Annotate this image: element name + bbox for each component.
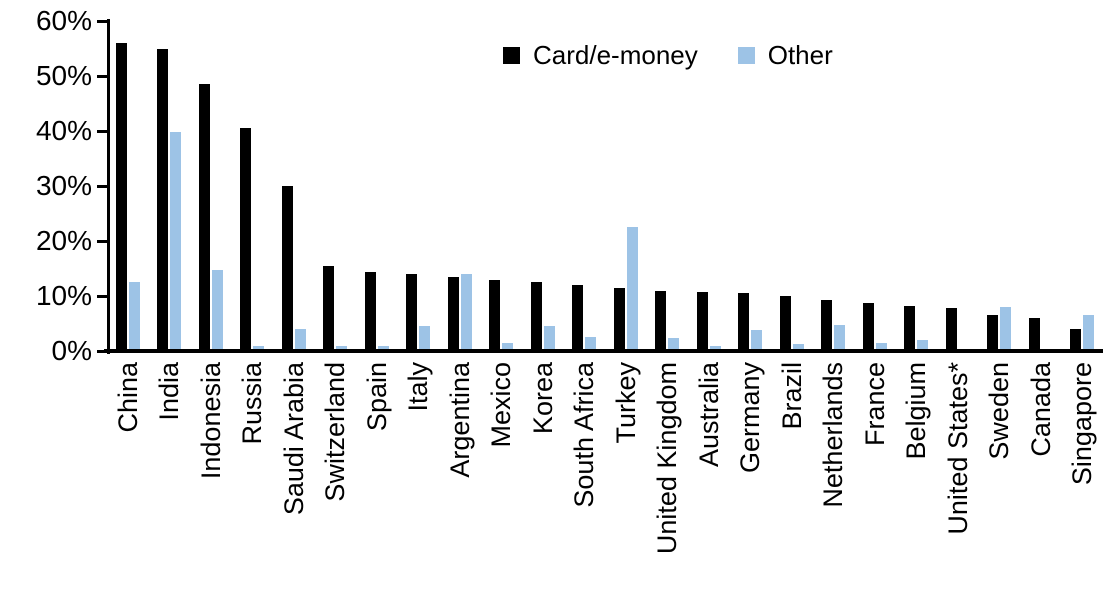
bar-other (876, 342, 887, 351)
x-axis-label-text: Belgium (901, 362, 932, 460)
bar-card-emoney (697, 292, 708, 351)
legend: Card/e-money Other (503, 42, 833, 68)
x-axis-label-text: Spain (361, 362, 392, 432)
bar-other (668, 337, 679, 351)
bar-card-emoney (655, 290, 666, 351)
bar-card-emoney (863, 303, 874, 351)
bar-card-emoney (406, 274, 417, 351)
bar-card-emoney (572, 285, 583, 351)
bar-other (129, 282, 140, 351)
bar-other (170, 132, 181, 351)
bar-card-emoney (904, 305, 915, 351)
bar-card-emoney (531, 282, 542, 351)
x-axis-label-text: Italy (403, 362, 434, 412)
x-axis-label-text: Sweden (984, 362, 1015, 460)
y-axis-tick (97, 294, 107, 298)
bar-card-emoney (240, 128, 251, 351)
legend-swatch-icon (737, 46, 755, 64)
y-axis-tick-label: 40% (35, 115, 92, 146)
bar-card-emoney (987, 315, 998, 351)
legend-item-card-emoney: Card/e-money (503, 42, 698, 68)
bar-other (1000, 307, 1011, 351)
bar-card-emoney (1070, 329, 1081, 351)
x-axis-label-text: Germany (735, 362, 766, 474)
bar-card-emoney (448, 276, 459, 351)
bar-other (419, 326, 430, 351)
x-axis-label-text: Canada (1025, 362, 1056, 457)
x-axis-label-text: Switzerland (320, 362, 351, 502)
bar-card-emoney (946, 307, 957, 351)
bar-other (834, 324, 845, 351)
legend-label: Card/e-money (533, 40, 698, 70)
bar-card-emoney (116, 43, 127, 351)
x-axis-label-text: Netherlands (818, 362, 849, 508)
bar-other (793, 344, 804, 351)
bar-other (502, 342, 513, 351)
x-axis-label-text: United States* (942, 362, 973, 535)
y-axis-tick (97, 349, 107, 353)
bar-card-emoney (821, 300, 832, 351)
bar-card-emoney (489, 279, 500, 351)
y-axis-tick-label: 20% (35, 225, 92, 256)
x-axis-label-text: Korea (527, 362, 558, 435)
bar-other (378, 345, 389, 351)
x-axis-label-text: Argentina (444, 362, 475, 478)
bar-other (1083, 314, 1094, 351)
x-axis-label-text: Brazil (776, 362, 807, 430)
y-axis-tick (97, 129, 107, 133)
y-axis-tick-label: 60% (35, 5, 92, 36)
bar-other (751, 329, 762, 351)
bar-card-emoney (1029, 318, 1040, 351)
bar-other (627, 226, 638, 351)
x-axis-label-text: United Kingdom (652, 362, 683, 555)
bar-other (710, 345, 721, 351)
bar-other (253, 345, 264, 351)
bar-card-emoney (614, 287, 625, 351)
y-axis-tick (97, 184, 107, 188)
x-axis-label-text: Saudi Arabia (278, 362, 309, 516)
x-axis-line (104, 349, 1103, 353)
y-axis-tick (97, 239, 107, 243)
legend-swatch-icon (503, 46, 520, 64)
x-axis-label-text: South Africa (569, 362, 600, 508)
bar-card-emoney (780, 296, 791, 351)
bar-card-emoney (157, 48, 168, 351)
bar-card-emoney (199, 84, 210, 351)
x-axis-label-text: Singapore (1067, 362, 1098, 486)
y-axis-tick-label: 30% (35, 170, 92, 201)
bar-other (212, 270, 223, 351)
x-axis-label-text: Australia (693, 362, 724, 468)
bar-card-emoney (282, 186, 293, 351)
bar-card-emoney (323, 265, 334, 351)
bar-other (544, 325, 555, 351)
legend-label: Other (767, 40, 833, 70)
x-axis-label-text: Russia (237, 362, 268, 445)
y-axis-tick (97, 74, 107, 78)
bar-other (917, 340, 928, 351)
bar-other (295, 329, 306, 351)
x-axis-label-text: Turkey (610, 362, 641, 444)
bar-card-emoney (738, 293, 749, 351)
y-axis-tick-label: 50% (35, 60, 92, 91)
x-axis-label-text: Indonesia (195, 362, 226, 480)
bar-other (461, 274, 472, 351)
y-axis-tick-label: 10% (35, 280, 92, 311)
bar-other (336, 345, 347, 351)
x-axis-label-text: France (859, 362, 890, 447)
bar-other (585, 337, 596, 351)
y-axis-line (107, 19, 110, 354)
y-axis-tick-label: 0% (51, 335, 92, 366)
x-axis-label-text: Mexico (486, 362, 517, 448)
x-axis-label-text: China (112, 362, 143, 433)
bar-card-emoney (365, 272, 376, 351)
x-axis-label-text: India (154, 362, 185, 421)
y-axis-tick (97, 19, 107, 23)
legend-item-other: Other (737, 40, 833, 70)
